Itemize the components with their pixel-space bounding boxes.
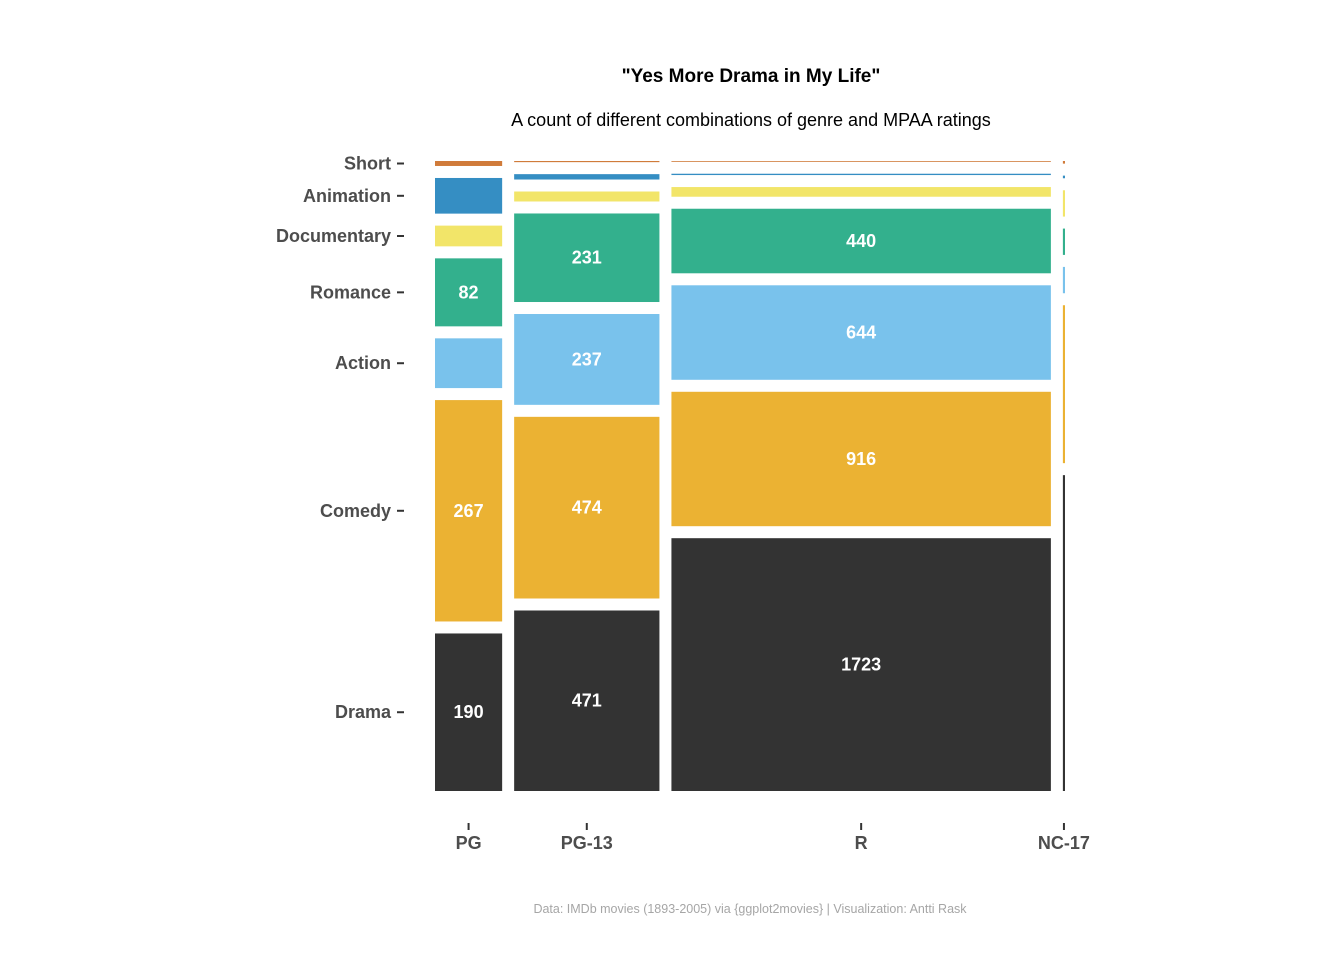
mosaic-tiles: [435, 161, 1065, 791]
value-label-r-comedy: 916: [846, 449, 876, 469]
tile-r-drama: [671, 538, 1051, 791]
tile-nc-17-romance: [1062, 228, 1065, 255]
tile-pg-animation: [435, 177, 503, 214]
value-label-pg-comedy: 267: [454, 501, 484, 521]
tile-r-comedy: [671, 391, 1051, 527]
tile-pg-action: [435, 338, 503, 389]
chart-subtitle: A count of different combinations of gen…: [511, 110, 991, 130]
y-tick-label-animation: Animation: [303, 186, 391, 206]
tile-nc-17-action: [1062, 266, 1065, 294]
x-axis: PG PG-13 R NC-17: [456, 823, 1090, 853]
value-label-r-action: 644: [846, 323, 876, 343]
tile-nc-17-drama: [1062, 475, 1065, 791]
tile-r-romance: [671, 208, 1051, 274]
x-tick-label-pg: PG: [456, 833, 482, 853]
y-tick-label-action: Action: [335, 353, 391, 373]
tile-pg-13-action: [514, 314, 660, 405]
tile-pg-13-romance: [514, 213, 660, 303]
value-label-r-romance: 440: [846, 231, 876, 251]
value-label-pg-13-drama: 471: [572, 691, 602, 711]
tile-pg-romance: [435, 258, 503, 327]
tile-r-animation: [671, 173, 1051, 176]
tile-pg-13-drama: [514, 610, 660, 791]
tile-r-action: [671, 285, 1051, 380]
y-tick-label-drama: Drama: [335, 702, 392, 722]
tile-r-documentary: [671, 187, 1051, 197]
tile-pg-drama: [435, 633, 503, 791]
tile-r-short: [671, 161, 1051, 162]
y-tick-label-documentary: Documentary: [276, 226, 391, 246]
tile-pg-comedy: [435, 400, 503, 622]
x-tick-label-pg-13: PG-13: [561, 833, 613, 853]
tile-pg-documentary: [435, 225, 503, 247]
tile-nc-17-comedy: [1062, 305, 1065, 464]
tile-pg-13-animation: [514, 174, 660, 180]
tile-labels: 190 267 82 471 474 237 231 1723 916 644 440: [454, 231, 882, 722]
tile-nc-17-animation: [1062, 175, 1065, 179]
value-label-pg-13-comedy: 474: [572, 498, 602, 518]
y-tick-label-comedy: Comedy: [320, 501, 391, 521]
tile-pg-13-documentary: [514, 191, 660, 202]
chart-title: "Yes More Drama in My Life": [622, 66, 881, 87]
y-tick-label-romance: Romance: [310, 282, 391, 302]
value-label-pg-romance: 82: [459, 282, 479, 302]
tile-nc-17-documentary: [1062, 190, 1065, 217]
tile-pg-13-comedy: [514, 416, 660, 599]
chart-caption: Data: IMDb movies (1893-2005) via {ggplo…: [533, 902, 967, 916]
x-tick-label-r: R: [855, 833, 868, 853]
value-label-pg-13-action: 237: [572, 349, 602, 369]
tile-pg-short: [435, 161, 503, 166]
tile-nc-17-short: [1062, 161, 1065, 164]
value-label-pg-13-romance: 231: [572, 248, 602, 268]
x-tick-label-nc-17: NC-17: [1038, 833, 1090, 853]
y-tick-label-short: Short: [344, 153, 391, 173]
value-label-r-drama: 1723: [841, 655, 881, 675]
value-label-pg-drama: 190: [454, 702, 484, 722]
tile-pg-13-short: [514, 161, 660, 163]
y-axis: Drama Comedy Action Romance Documentary Anima…: [276, 153, 404, 722]
